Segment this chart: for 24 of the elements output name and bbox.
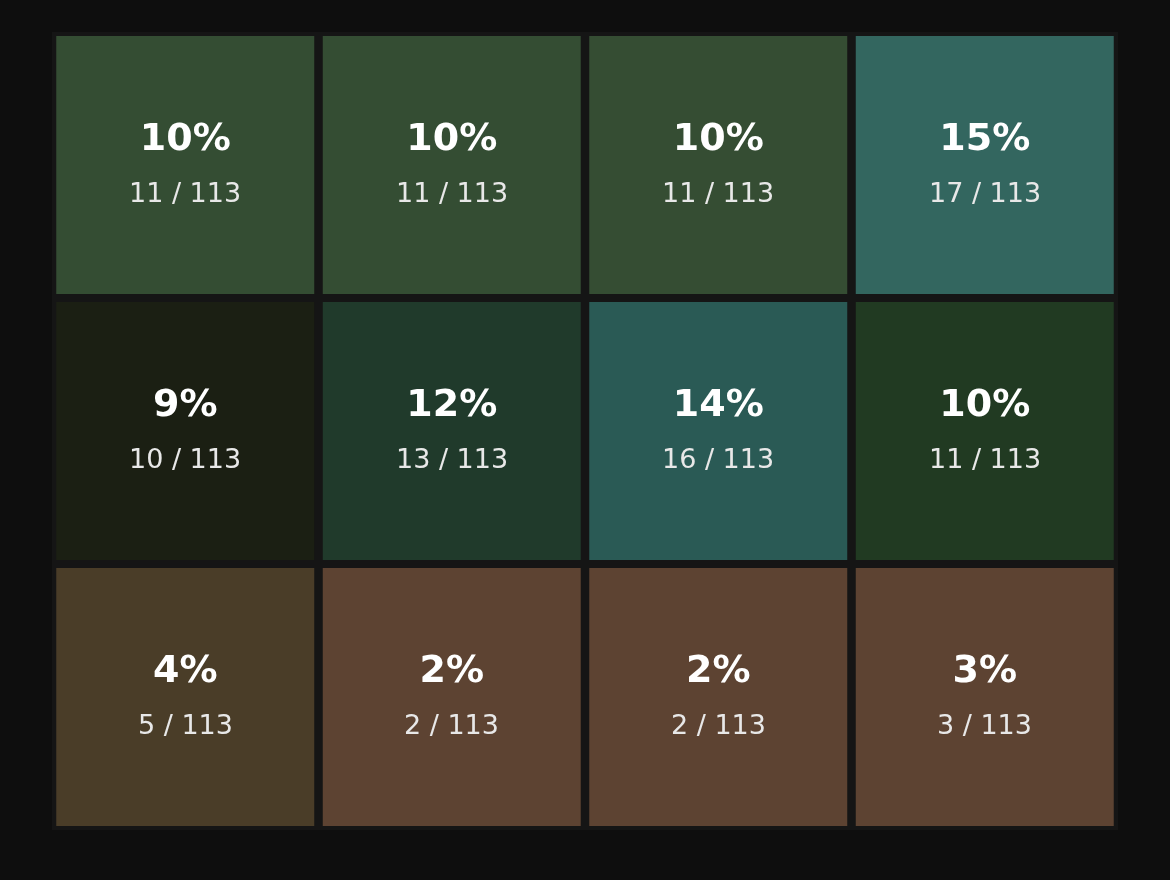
data-label: 14%: [672, 380, 764, 425]
data-label: 4%: [152, 646, 218, 691]
data-label: 15%: [939, 114, 1031, 159]
annotation: 11 / 113: [929, 443, 1042, 474]
data-label: 2%: [419, 646, 485, 691]
annotation: 11 / 113: [396, 177, 509, 208]
annotation: 16 / 113: [662, 443, 775, 474]
data-label: 10%: [406, 114, 498, 159]
data-label: 12%: [406, 380, 498, 425]
data-label: 9%: [152, 380, 218, 425]
annotation: 10 / 113: [129, 443, 242, 474]
data-label: 10%: [139, 114, 231, 159]
annotation: 2 / 113: [671, 709, 766, 740]
annotation: 5 / 113: [138, 709, 233, 740]
data-label: 2%: [685, 646, 751, 691]
annotation: 11 / 113: [662, 177, 775, 208]
annotation: 2 / 113: [404, 709, 499, 740]
data-label: 10%: [939, 380, 1031, 425]
annotation: 3 / 113: [937, 709, 1032, 740]
annotation: 11 / 113: [129, 177, 242, 208]
annotation: 17 / 113: [929, 177, 1042, 208]
data-label: 3%: [952, 646, 1018, 691]
annotation: 13 / 113: [396, 443, 509, 474]
data-label: 10%: [672, 114, 764, 159]
